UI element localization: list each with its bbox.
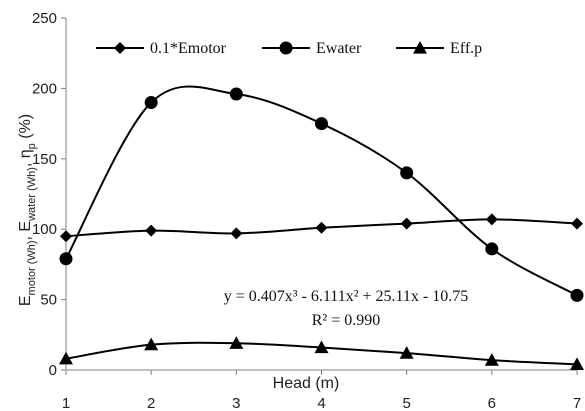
legend-marker — [413, 41, 427, 54]
legend-label: 0.1*Emotor — [150, 40, 227, 57]
r-squared: R² = 0.990 — [312, 312, 381, 329]
data-point — [144, 95, 158, 109]
y-title-sub2: water (Wh) — [26, 167, 38, 222]
data-point — [400, 166, 414, 180]
series-diamond — [60, 213, 583, 243]
data-point — [485, 213, 498, 226]
x-axis-title: Head (m) — [273, 375, 340, 392]
x-tick-label: 7 — [573, 395, 581, 411]
legend-item: 0.1*Emotor — [96, 40, 227, 57]
legend-item: Eff.p — [396, 40, 482, 57]
y-title-sep1: , E — [17, 221, 34, 241]
x-tick-label: 5 — [402, 395, 410, 411]
y-title-sub3: p — [26, 143, 38, 149]
x-tick-label: 3 — [232, 395, 240, 411]
legend-label: Eff.p — [450, 40, 482, 57]
legend-marker — [114, 42, 126, 54]
y-title-e1: E — [17, 295, 34, 306]
x-tick-label: 6 — [488, 395, 496, 411]
data-point — [230, 227, 243, 240]
legend-item: Ewater — [262, 40, 362, 57]
data-point — [145, 224, 158, 237]
data-point — [400, 217, 413, 230]
y-tick-label: 150 — [32, 151, 57, 168]
legend: 0.1*Emotor Ewater Eff.p — [96, 40, 482, 57]
legend-marker — [279, 41, 293, 55]
x-tick-label: 1 — [62, 395, 70, 411]
series-triangle — [59, 336, 584, 370]
x-tick-label: 4 — [317, 395, 325, 411]
data-point — [484, 353, 499, 366]
data-point — [570, 357, 584, 370]
y-tick-label: 0 — [49, 362, 57, 379]
axes: 0 50 100 150 200 250 1 2 3 4 5 6 7 — [32, 10, 581, 411]
y-tick-label: 200 — [32, 80, 57, 97]
y-title-sub1: motor (Wh) — [26, 240, 38, 295]
data-point — [570, 288, 584, 302]
data-point — [60, 230, 72, 243]
series-layer — [59, 85, 584, 370]
y-tick-label: 250 — [32, 10, 57, 27]
data-point — [59, 252, 73, 266]
y-title-sep2: , η — [17, 149, 34, 167]
data-point — [315, 221, 328, 234]
data-point — [229, 87, 243, 101]
data-point — [144, 337, 159, 351]
series-circle — [59, 85, 584, 302]
data-point — [571, 217, 583, 230]
data-point — [315, 117, 328, 131]
data-point — [59, 351, 73, 365]
y-tick-label: 50 — [40, 292, 57, 309]
data-point — [229, 336, 244, 349]
legend-label: Ewater — [316, 40, 362, 57]
regression-equation: y = 0.407x³ - 6.111x² + 25.11x - 10.75 — [224, 288, 469, 305]
x-tick-label: 2 — [147, 395, 155, 411]
y-tick-label: 100 — [32, 221, 57, 238]
data-point — [314, 340, 329, 354]
y-axis-title: Emotor (Wh), Ewater (Wh), ηp (%) — [17, 114, 38, 306]
data-point — [399, 346, 414, 359]
y-title-tail: (%) — [17, 114, 34, 143]
data-point — [485, 242, 499, 256]
